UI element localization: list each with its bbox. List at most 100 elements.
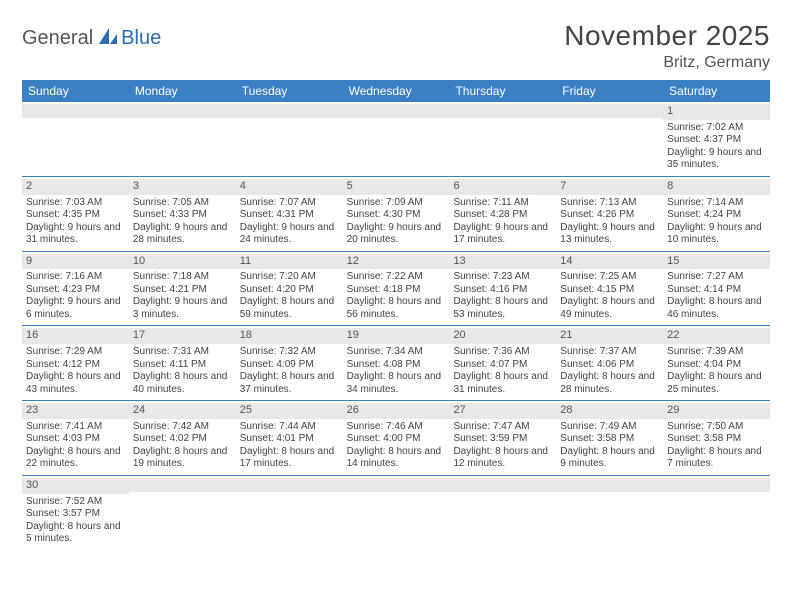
sunrise-line: Sunrise: 7:31 AM <box>133 346 232 359</box>
daylight-line: Daylight: 8 hours and 37 minutes. <box>240 371 339 396</box>
day-number <box>236 478 343 492</box>
empty-cell <box>129 102 236 176</box>
sunrise-line: Sunrise: 7:22 AM <box>347 271 446 284</box>
day-cell: 23Sunrise: 7:41 AMSunset: 4:03 PMDayligh… <box>22 401 129 475</box>
empty-cell <box>663 476 770 550</box>
daylight-line: Daylight: 9 hours and 3 minutes. <box>133 296 232 321</box>
calendar-row: 30Sunrise: 7:52 AMSunset: 3:57 PMDayligh… <box>22 476 770 550</box>
day-number: 30 <box>22 478 129 494</box>
sunset-line: Sunset: 3:58 PM <box>667 433 766 446</box>
sunrise-line: Sunrise: 7:20 AM <box>240 271 339 284</box>
daylight-line: Daylight: 9 hours and 13 minutes. <box>560 222 659 247</box>
sunrise-line: Sunrise: 7:39 AM <box>667 346 766 359</box>
calendar-page: General Blue November 2025 Britz, German… <box>0 0 792 570</box>
empty-cell <box>449 102 556 176</box>
sunset-line: Sunset: 4:21 PM <box>133 284 232 297</box>
day-number <box>236 104 343 118</box>
weekday-header: Tuesday <box>236 80 343 102</box>
sunset-line: Sunset: 4:33 PM <box>133 209 232 222</box>
sunset-line: Sunset: 4:07 PM <box>453 359 552 372</box>
day-cell: 5Sunrise: 7:09 AMSunset: 4:30 PMDaylight… <box>343 177 450 251</box>
month-title: November 2025 <box>564 20 770 52</box>
day-cell: 6Sunrise: 7:11 AMSunset: 4:28 PMDaylight… <box>449 177 556 251</box>
sunset-line: Sunset: 4:16 PM <box>453 284 552 297</box>
sunset-line: Sunset: 4:28 PM <box>453 209 552 222</box>
sunrise-line: Sunrise: 7:14 AM <box>667 197 766 210</box>
day-number: 18 <box>236 328 343 344</box>
day-number: 17 <box>129 328 236 344</box>
logo-sail-icon <box>97 26 119 51</box>
day-cell: 16Sunrise: 7:29 AMSunset: 4:12 PMDayligh… <box>22 326 129 400</box>
daylight-line: Daylight: 9 hours and 17 minutes. <box>453 222 552 247</box>
sunrise-line: Sunrise: 7:13 AM <box>560 197 659 210</box>
sunrise-line: Sunrise: 7:34 AM <box>347 346 446 359</box>
day-number: 14 <box>556 254 663 270</box>
sunrise-line: Sunrise: 7:02 AM <box>667 122 766 135</box>
day-number: 21 <box>556 328 663 344</box>
day-number: 3 <box>129 179 236 195</box>
day-number: 28 <box>556 403 663 419</box>
day-number: 10 <box>129 254 236 270</box>
title-block: November 2025 Britz, Germany <box>564 20 770 72</box>
sunset-line: Sunset: 4:26 PM <box>560 209 659 222</box>
day-number: 5 <box>343 179 450 195</box>
daylight-line: Daylight: 9 hours and 35 minutes. <box>667 147 766 172</box>
day-cell: 13Sunrise: 7:23 AMSunset: 4:16 PMDayligh… <box>449 252 556 326</box>
day-cell: 4Sunrise: 7:07 AMSunset: 4:31 PMDaylight… <box>236 177 343 251</box>
day-cell: 18Sunrise: 7:32 AMSunset: 4:09 PMDayligh… <box>236 326 343 400</box>
weekday-header: Saturday <box>663 80 770 102</box>
daylight-line: Daylight: 9 hours and 10 minutes. <box>667 222 766 247</box>
sunrise-line: Sunrise: 7:11 AM <box>453 197 552 210</box>
daylight-line: Daylight: 9 hours and 6 minutes. <box>26 296 125 321</box>
sunset-line: Sunset: 4:09 PM <box>240 359 339 372</box>
sunrise-line: Sunrise: 7:37 AM <box>560 346 659 359</box>
day-number <box>129 104 236 118</box>
day-number: 12 <box>343 254 450 270</box>
daylight-line: Daylight: 8 hours and 43 minutes. <box>26 371 125 396</box>
day-cell: 10Sunrise: 7:18 AMSunset: 4:21 PMDayligh… <box>129 252 236 326</box>
day-number: 26 <box>343 403 450 419</box>
day-cell: 24Sunrise: 7:42 AMSunset: 4:02 PMDayligh… <box>129 401 236 475</box>
empty-cell <box>449 476 556 550</box>
daylight-line: Daylight: 8 hours and 9 minutes. <box>560 446 659 471</box>
sunset-line: Sunset: 4:01 PM <box>240 433 339 446</box>
daylight-line: Daylight: 8 hours and 31 minutes. <box>453 371 552 396</box>
sunset-line: Sunset: 3:58 PM <box>560 433 659 446</box>
daylight-line: Daylight: 8 hours and 49 minutes. <box>560 296 659 321</box>
empty-cell <box>129 476 236 550</box>
day-number: 8 <box>663 179 770 195</box>
sunrise-line: Sunrise: 7:49 AM <box>560 421 659 434</box>
sunrise-line: Sunrise: 7:29 AM <box>26 346 125 359</box>
calendar-body: 1Sunrise: 7:02 AMSunset: 4:37 PMDaylight… <box>22 102 770 550</box>
sunset-line: Sunset: 4:03 PM <box>26 433 125 446</box>
sunrise-line: Sunrise: 7:07 AM <box>240 197 339 210</box>
day-cell: 25Sunrise: 7:44 AMSunset: 4:01 PMDayligh… <box>236 401 343 475</box>
calendar-grid: Sunday Monday Tuesday Wednesday Thursday… <box>22 80 770 550</box>
sunset-line: Sunset: 4:23 PM <box>26 284 125 297</box>
day-cell: 9Sunrise: 7:16 AMSunset: 4:23 PMDaylight… <box>22 252 129 326</box>
sunset-line: Sunset: 4:15 PM <box>560 284 659 297</box>
day-number: 19 <box>343 328 450 344</box>
day-number: 15 <box>663 254 770 270</box>
sunrise-line: Sunrise: 7:03 AM <box>26 197 125 210</box>
weekday-header: Wednesday <box>343 80 450 102</box>
page-header: General Blue November 2025 Britz, German… <box>22 20 770 72</box>
sunrise-line: Sunrise: 7:18 AM <box>133 271 232 284</box>
daylight-line: Daylight: 8 hours and 17 minutes. <box>240 446 339 471</box>
daylight-line: Daylight: 8 hours and 7 minutes. <box>667 446 766 471</box>
day-number <box>343 104 450 118</box>
day-number: 20 <box>449 328 556 344</box>
calendar-row: 16Sunrise: 7:29 AMSunset: 4:12 PMDayligh… <box>22 326 770 401</box>
daylight-line: Daylight: 9 hours and 24 minutes. <box>240 222 339 247</box>
day-number: 24 <box>129 403 236 419</box>
day-cell: 11Sunrise: 7:20 AMSunset: 4:20 PMDayligh… <box>236 252 343 326</box>
day-number: 13 <box>449 254 556 270</box>
sunrise-line: Sunrise: 7:36 AM <box>453 346 552 359</box>
day-number: 7 <box>556 179 663 195</box>
daylight-line: Daylight: 9 hours and 31 minutes. <box>26 222 125 247</box>
day-cell: 17Sunrise: 7:31 AMSunset: 4:11 PMDayligh… <box>129 326 236 400</box>
sunset-line: Sunset: 3:59 PM <box>453 433 552 446</box>
sunrise-line: Sunrise: 7:05 AM <box>133 197 232 210</box>
weekday-header-row: Sunday Monday Tuesday Wednesday Thursday… <box>22 80 770 102</box>
sunrise-line: Sunrise: 7:16 AM <box>26 271 125 284</box>
